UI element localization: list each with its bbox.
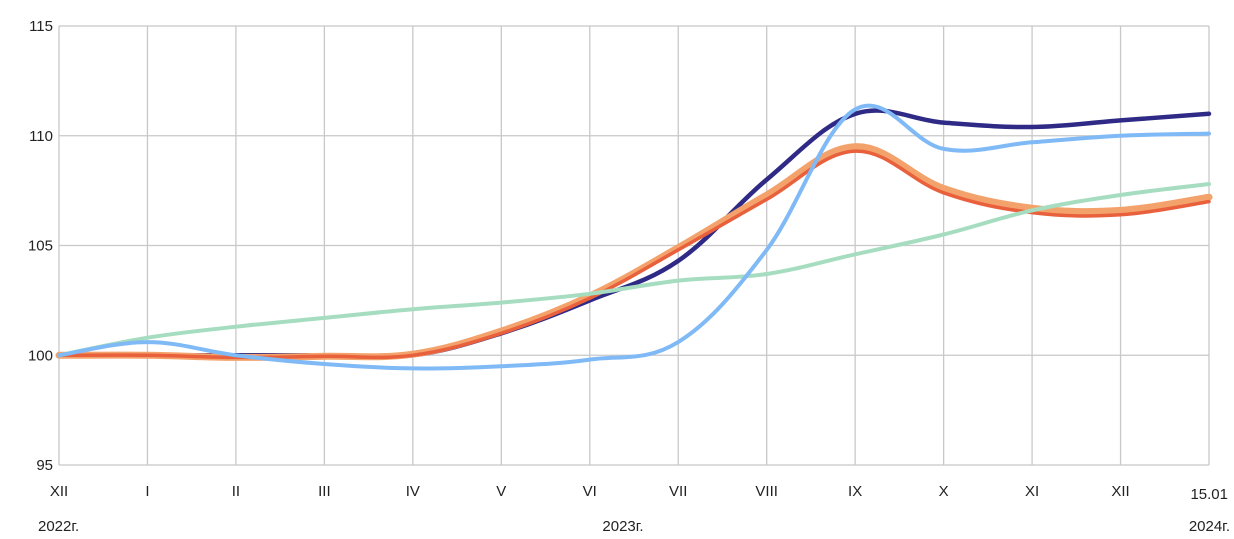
x-tick-label: I xyxy=(145,483,149,500)
y-tick-label: 100 xyxy=(28,347,53,364)
y-tick-label: 95 xyxy=(36,457,53,474)
year-label-2023: 2023г. xyxy=(602,518,643,535)
y-axis-ticks: 95 100 105 110 115 xyxy=(28,18,53,474)
series-line-5 xyxy=(57,103,1211,371)
year-label-2022: 2022г. xyxy=(38,518,79,535)
x-tick-label: 15.01 xyxy=(1190,486,1228,503)
x-tick-label: III xyxy=(318,483,331,500)
y-tick-label: 105 xyxy=(28,238,53,255)
x-axis-ticks: XII I II III IV V VI VII VIII IX X XI XII 15.01 xyxy=(50,483,1228,503)
series-line-1 xyxy=(56,108,1212,360)
x-tick-label: IV xyxy=(406,483,420,500)
x-tick-label: IX xyxy=(848,483,862,500)
x-tick-label: VIII xyxy=(755,483,778,500)
x-tick-label: V xyxy=(496,483,506,500)
series-group xyxy=(55,103,1213,371)
grid xyxy=(58,25,1210,466)
x-tick-label: XII xyxy=(50,483,68,500)
x-tick-label: XII xyxy=(1111,483,1129,500)
series-line-4 xyxy=(57,182,1211,358)
x-tick-label: VI xyxy=(583,483,597,500)
x-tick-label: II xyxy=(232,483,240,500)
y-tick-label: 115 xyxy=(29,18,53,35)
x-tick-label: X xyxy=(939,483,949,500)
x-tick-label: XI xyxy=(1025,483,1039,500)
year-label-2024: 2024г. xyxy=(1189,518,1230,535)
y-tick-label: 110 xyxy=(29,128,53,145)
x-tick-label: VII xyxy=(669,483,687,500)
